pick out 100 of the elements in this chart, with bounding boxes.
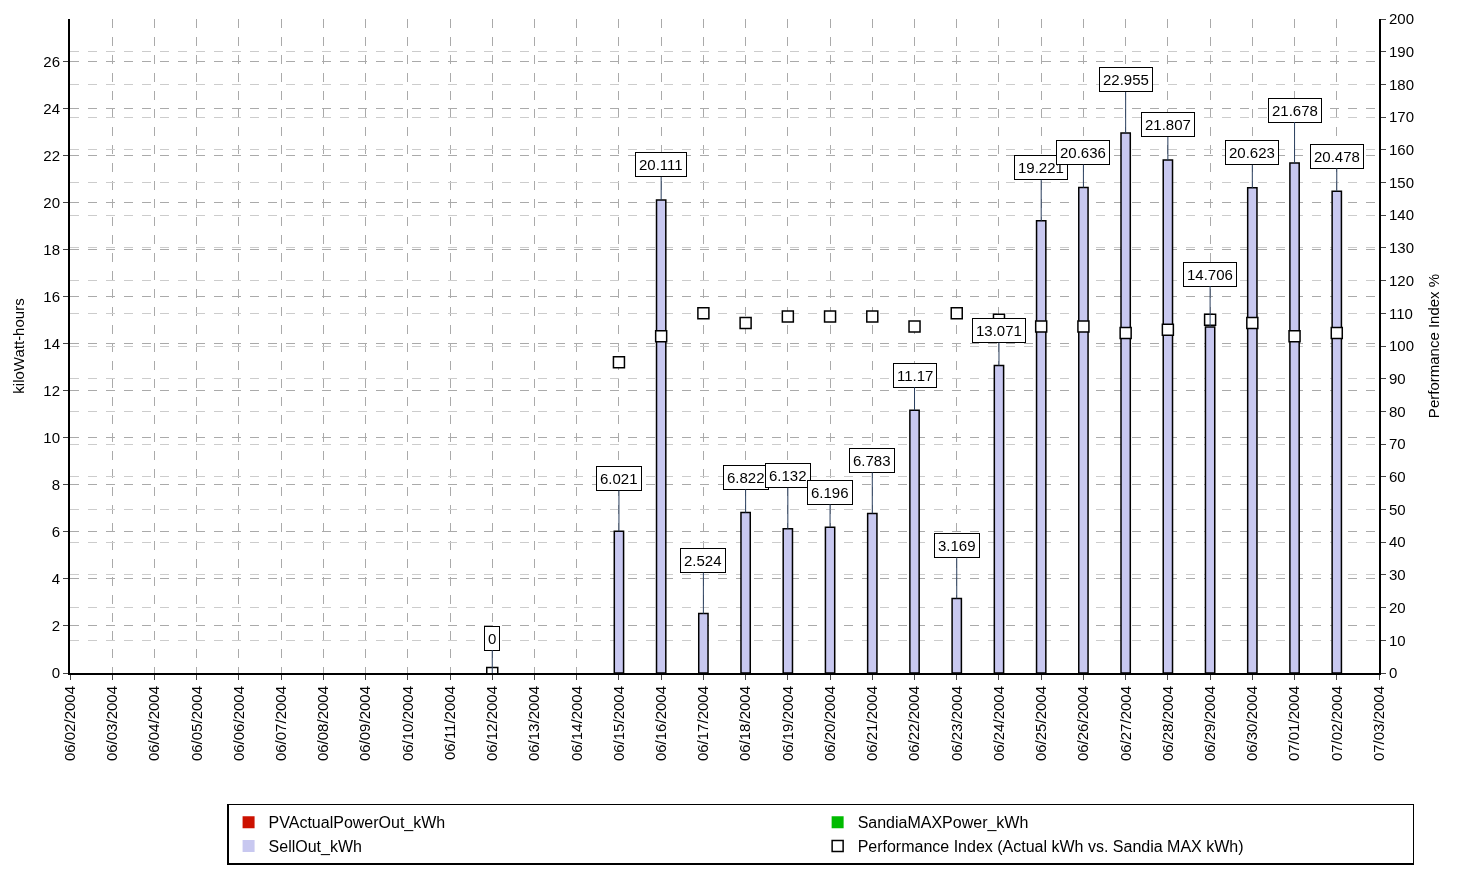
point	[1246, 316, 1259, 330]
x-tick-label: 06/08/2004	[314, 686, 332, 762]
legend-label: Performance Index (Actual kWh vs. Sandia MAX kWh)	[857, 838, 1244, 856]
data-label: 20.478	[1314, 148, 1360, 165]
y2-tick-label: 200	[1389, 10, 1415, 28]
point	[1077, 320, 1090, 333]
point	[950, 307, 963, 320]
point	[1034, 320, 1048, 333]
point	[1330, 326, 1344, 340]
x-tick-label: 06/07/2004	[272, 686, 290, 762]
y2-tick-label: 20	[1389, 598, 1406, 616]
data-label: 21.678	[1272, 102, 1318, 119]
x-tick-label: 06/15/2004	[609, 686, 627, 762]
x-tick-label: 06/22/2004	[905, 686, 923, 762]
y2-tick-label: 180	[1389, 75, 1415, 93]
y-tick-label: 6	[51, 523, 60, 541]
y-tick-label: 14	[43, 334, 60, 352]
x-tick-label: 06/09/2004	[356, 686, 374, 762]
y2-tick-label: 0	[1389, 664, 1398, 682]
data-label: 22.955	[1103, 71, 1149, 88]
legend-label: SellOut_kWh	[268, 838, 362, 857]
data-label: 13.071	[976, 322, 1022, 339]
x-tick-label: 06/17/2004	[694, 686, 712, 762]
x-tick-label: 06/27/2004	[1116, 686, 1134, 762]
x-tick-label: 06/18/2004	[736, 686, 754, 762]
data-label: 2.524	[684, 552, 722, 569]
y-tick-label: 8	[51, 476, 60, 494]
y2-tick-label: 140	[1389, 206, 1415, 224]
x-tick-label: 07/01/2004	[1285, 686, 1303, 762]
y2-tick-label: 60	[1389, 468, 1406, 486]
y-tick-label: 10	[43, 429, 60, 446]
y2-tick-label: 160	[1389, 141, 1415, 159]
x-tick-label: 06/30/2004	[1243, 686, 1261, 762]
y2-tick-label: 40	[1389, 533, 1406, 551]
x-tick-label: 06/24/2004	[989, 686, 1007, 762]
y2-tick-label: 100	[1389, 337, 1415, 355]
data-label: 6.196	[811, 484, 849, 501]
y-tick-label: 0	[51, 664, 60, 682]
x-tick-label: 06/12/2004	[483, 686, 501, 762]
y-tick-label: 4	[51, 570, 60, 588]
y2-tick-label: 50	[1389, 500, 1406, 518]
x-tick-label: 06/23/2004	[947, 686, 965, 762]
y-tick-label: 24	[43, 99, 60, 117]
x-tick-label: 07/02/2004	[1327, 686, 1345, 762]
y2-tick-label: 10	[1389, 631, 1406, 649]
data-label: 0	[488, 630, 497, 647]
x-tick-label: 06/28/2004	[1158, 686, 1176, 762]
point	[612, 356, 626, 369]
x-tick-label: 06/02/2004	[60, 686, 78, 762]
x-tick-label: 06/04/2004	[145, 686, 163, 762]
y2-tick-label: 170	[1389, 108, 1415, 126]
y-tick-label: 22	[43, 146, 60, 164]
legend-label: PVActualPowerOut_kWh	[268, 814, 446, 833]
x-tick-label: 06/16/2004	[652, 686, 670, 762]
data-label: 21.807	[1145, 116, 1191, 133]
y2-tick-label: 130	[1389, 239, 1415, 257]
data-label: 20.623	[1229, 144, 1275, 161]
y2-tick-label: 150	[1389, 173, 1415, 191]
point	[1119, 326, 1132, 340]
x-tick-label: 06/21/2004	[863, 686, 881, 762]
data-label: 19.221	[1018, 159, 1064, 176]
y2-tick-label: 80	[1389, 402, 1406, 420]
x-tick-label: 06/10/2004	[398, 686, 416, 762]
data-label: 11.17	[897, 367, 934, 384]
y2-tick-label: 120	[1389, 271, 1415, 289]
x-tick-label: 06/20/2004	[820, 686, 838, 762]
point	[781, 310, 795, 323]
point	[823, 310, 837, 323]
x-tick-label: 06/25/2004	[1032, 686, 1050, 762]
data-label: 20.636	[1060, 144, 1106, 161]
x-tick-label: 06/11/2004	[440, 686, 458, 760]
x-tick-label: 06/26/2004	[1074, 686, 1092, 762]
x-tick-label: 06/03/2004	[103, 686, 121, 762]
x-tick-label: 06/19/2004	[778, 686, 796, 762]
y2-tick-label: 190	[1389, 42, 1415, 60]
point	[1288, 329, 1301, 343]
legend-label: SandiaMAXPower_kWh	[857, 814, 1029, 833]
data-label: 6.021	[600, 470, 638, 487]
data-label: 6.783	[853, 452, 891, 469]
y-tick-label: 20	[43, 193, 60, 211]
y2-axis-title: Performance Index %	[1424, 273, 1442, 419]
y-tick-label: 12	[43, 381, 60, 399]
y-axis-title: kiloWatt-hours	[10, 298, 28, 394]
data-label: 20.111	[639, 156, 683, 173]
x-tick-label: 07/03/2004	[1369, 686, 1387, 762]
point	[697, 307, 710, 320]
x-tick-label: 06/29/2004	[1200, 686, 1218, 762]
y-tick-label: 18	[43, 240, 60, 258]
x-tick-label: 06/14/2004	[567, 686, 585, 762]
point	[1161, 323, 1175, 336]
data-label: 6.132	[769, 467, 807, 484]
y2-tick-label: 30	[1389, 566, 1406, 584]
data-label: 14.706	[1187, 266, 1233, 283]
y2-tick-label: 70	[1389, 435, 1406, 453]
x-tick-label: 06/06/2004	[229, 686, 247, 762]
data-label: 6.822	[727, 469, 765, 486]
y-tick-label: 16	[43, 287, 60, 305]
point	[739, 316, 752, 330]
data-label: 3.169	[938, 537, 976, 554]
y2-tick-label: 90	[1389, 369, 1406, 387]
